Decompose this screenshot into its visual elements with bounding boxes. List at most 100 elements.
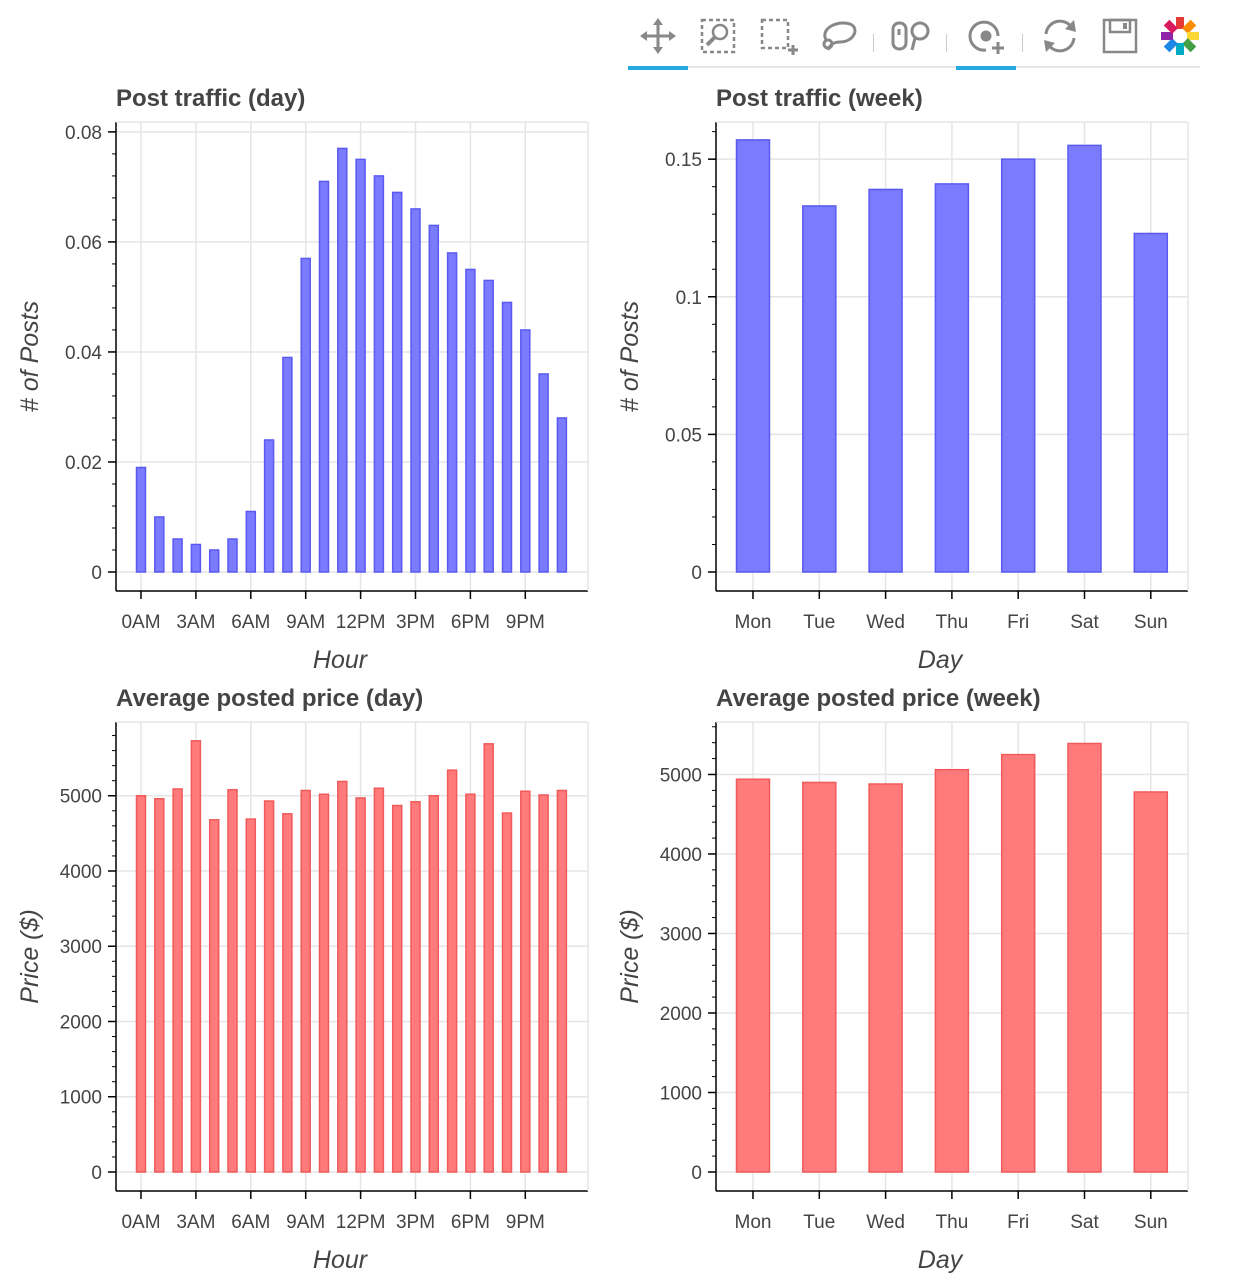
y-tick-label: 3000	[660, 924, 702, 945]
bar-1PM	[373, 787, 385, 1173]
y-tick-label: 4000	[660, 845, 702, 866]
x-tick-label: 0AM	[121, 612, 160, 633]
x-tick-label: Mon	[735, 612, 772, 633]
x-tick-label: Thu	[936, 1212, 969, 1233]
y-tick-label: 0	[691, 1163, 702, 1184]
bar-2PM	[391, 191, 403, 573]
save-icon[interactable]	[1098, 14, 1142, 58]
bar-8PM	[501, 812, 513, 1173]
bar-5AM	[227, 788, 238, 1173]
chart-4[interactable]: Average posted price (week) 0 1000 2000 3000…	[600, 675, 1240, 1274]
chart-svg: Average posted price (day) 0 1000 2000 3000 4…	[16, 685, 589, 1274]
chart-title: Post traffic (week)	[716, 85, 923, 112]
x-tick-label: 9AM	[286, 1212, 325, 1233]
x-tick-label: Fri	[1007, 1212, 1029, 1233]
bar-Tue	[802, 781, 837, 1173]
x-tick-label: 6PM	[451, 1212, 490, 1233]
x-axis-label: Day	[918, 646, 964, 674]
bar-5AM	[227, 538, 238, 573]
x-tick-label: 0AM	[121, 1212, 160, 1233]
bar-2PM	[391, 804, 403, 1173]
y-tick-label: 2000	[660, 1004, 702, 1025]
y-tick-label: 5000	[60, 787, 102, 808]
bar-Thu	[934, 183, 970, 573]
bar-6AM	[245, 818, 257, 1173]
bar-11AM	[337, 780, 348, 1173]
y-tick-label: 0.02	[65, 453, 102, 474]
bar-6AM	[245, 510, 257, 573]
y-axis-label: # of Posts	[616, 301, 644, 412]
chart-2[interactable]: Post traffic (week) 0 0.05 0.1 0.15 Mon Tue Wed…	[600, 75, 1240, 674]
y-axis-label: Price ($)	[16, 909, 44, 1003]
bar-2AM	[172, 788, 183, 1173]
wheel-zoom-icon[interactable]	[956, 14, 1016, 70]
x-tick-label: 9PM	[506, 1212, 545, 1233]
pan-icon[interactable]	[628, 14, 688, 70]
bar-1AM	[154, 798, 165, 1173]
chart-1[interactable]: Post traffic (day) 0 0.02 0.04 0.06 0.08 0AM 3A…	[0, 75, 600, 674]
y-tick-label: 0	[91, 563, 102, 584]
x-tick-label: 3PM	[396, 612, 435, 633]
chart-title: Post traffic (day)	[116, 85, 305, 112]
bar-10AM	[318, 180, 330, 573]
y-tick-label: 1000	[60, 1088, 102, 1109]
box-zoom-icon[interactable]	[696, 14, 740, 58]
bar-10PM	[538, 373, 549, 573]
bar-6PM	[465, 268, 476, 573]
bar-2AM	[172, 538, 183, 573]
bar-4AM	[208, 819, 220, 1173]
bar-1PM	[373, 175, 385, 573]
y-axis-label: Price ($)	[616, 909, 644, 1003]
bar-0AM	[135, 794, 147, 1173]
x-tick-label: 3AM	[176, 1212, 215, 1233]
y-axis-label: # of Posts	[16, 301, 44, 412]
bar-10PM	[538, 794, 549, 1173]
x-tick-label: 9AM	[286, 612, 325, 633]
bar-5PM	[446, 252, 458, 573]
x-axis-label: Hour	[313, 646, 369, 674]
bar-8PM	[501, 301, 513, 573]
bar-Sun	[1133, 232, 1169, 573]
y-tick-label: 5000	[660, 765, 702, 786]
x-tick-label: Sun	[1134, 1212, 1168, 1233]
y-tick-label: 1000	[660, 1083, 702, 1104]
y-tick-label: 0.04	[65, 343, 102, 364]
bar-7AM	[263, 800, 275, 1173]
bar-Fri	[1000, 753, 1036, 1173]
bar-3AM	[190, 543, 202, 573]
bar-Wed	[868, 188, 903, 573]
bar-Sat	[1067, 144, 1102, 573]
x-tick-label: 12PM	[336, 1212, 386, 1233]
x-tick-label: Thu	[936, 612, 969, 633]
x-tick-label: Wed	[866, 1212, 905, 1233]
chart-title: Average posted price (week)	[716, 685, 1041, 712]
chart-3[interactable]: Average posted price (day) 0 1000 2000 3000 4…	[0, 675, 600, 1274]
bar-Mon	[735, 778, 771, 1173]
chart-svg: Post traffic (week) 0 0.05 0.1 0.15 Mon Tue Wed…	[616, 85, 1189, 674]
y-tick-label: 2000	[60, 1012, 102, 1033]
y-tick-label: 0.1	[676, 288, 702, 309]
bar-Sun	[1133, 791, 1169, 1173]
y-tick-label: 0.06	[65, 233, 102, 254]
resize-icon[interactable]	[888, 14, 932, 58]
x-tick-label: Sun	[1134, 612, 1168, 633]
bar-1AM	[154, 516, 165, 573]
bar-12PM	[355, 158, 366, 573]
plot-toolbar	[628, 8, 1202, 70]
y-tick-label: 0	[91, 1163, 102, 1184]
bar-3AM	[190, 740, 202, 1173]
x-tick-label: Tue	[803, 1212, 835, 1233]
bar-11AM	[337, 147, 348, 573]
chart-svg: Average posted price (week) 0 1000 2000 3000…	[616, 685, 1189, 1274]
bar-0AM	[135, 466, 147, 573]
bar-Sat	[1067, 742, 1102, 1173]
bar-9AM	[300, 257, 311, 573]
bar-3PM	[410, 801, 421, 1173]
x-axis-label: Hour	[313, 1246, 369, 1274]
box-select-icon[interactable]	[756, 14, 800, 58]
lasso-select-icon[interactable]	[816, 14, 860, 58]
x-tick-label: Fri	[1007, 612, 1029, 633]
reset-icon[interactable]	[1038, 14, 1082, 58]
bokeh-logo-icon[interactable]	[1158, 14, 1202, 58]
x-tick-label: 3PM	[396, 1212, 435, 1233]
